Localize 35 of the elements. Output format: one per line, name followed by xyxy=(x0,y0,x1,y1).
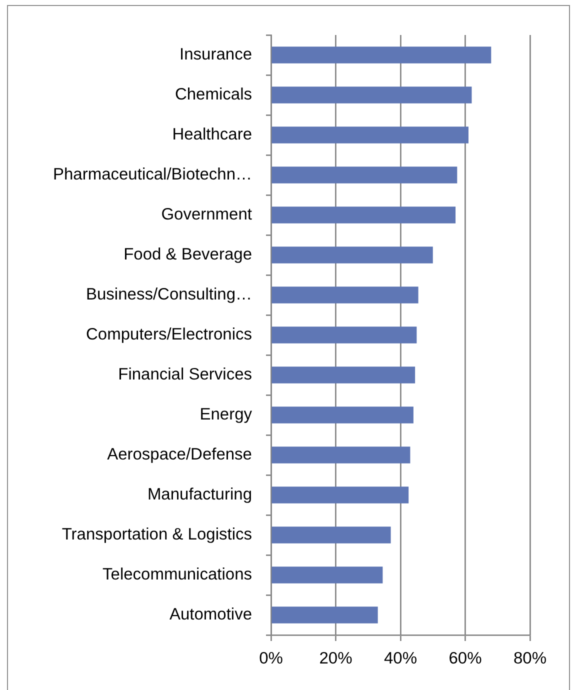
y-tick-label: Financial Services xyxy=(118,366,252,384)
bar xyxy=(272,126,468,144)
y-tick-label: Telecommunications xyxy=(102,566,252,584)
bar xyxy=(272,206,456,224)
y-tick-label: Business/Consulting… xyxy=(86,286,252,304)
x-tick-label: 40% xyxy=(384,649,418,668)
bar xyxy=(272,486,409,504)
y-tick-label: Food & Beverage xyxy=(124,246,252,264)
bar xyxy=(272,446,410,464)
x-tick-label: 80% xyxy=(513,649,547,668)
y-tick-label: Energy xyxy=(200,406,253,424)
y-tick-label: Automotive xyxy=(169,606,252,624)
y-tick-label: Aerospace/Defense xyxy=(107,446,252,464)
y-tick-label: Insurance xyxy=(180,46,252,64)
y-tick-label: Computers/Electronics xyxy=(86,326,252,344)
y-tick-label: Healthcare xyxy=(172,126,252,144)
x-tick-label: 20% xyxy=(319,649,353,668)
x-tick-label: 0% xyxy=(259,649,284,668)
y-tick-label: Manufacturing xyxy=(147,486,252,504)
bar xyxy=(272,526,391,544)
y-tick-label: Transportation & Logistics xyxy=(62,526,252,544)
bar xyxy=(272,86,472,104)
bar xyxy=(272,366,416,384)
bar xyxy=(272,326,417,344)
y-tick-label: Government xyxy=(161,206,252,224)
y-tick-label: Pharmaceutical/Biotechn… xyxy=(52,166,252,184)
bar xyxy=(272,166,458,184)
bar xyxy=(272,286,418,304)
y-tick-label: Chemicals xyxy=(174,86,252,104)
bar xyxy=(272,606,378,624)
bar xyxy=(272,46,492,64)
x-tick-label: 60% xyxy=(448,649,482,668)
bar xyxy=(272,406,414,424)
bar xyxy=(272,566,383,584)
bar xyxy=(272,246,433,264)
